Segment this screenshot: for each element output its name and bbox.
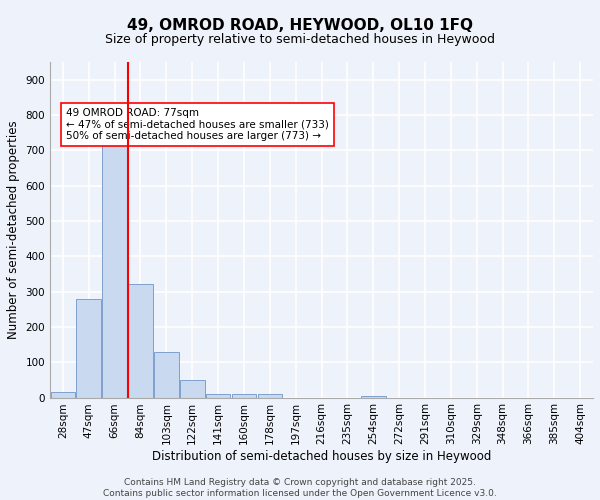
Bar	[232, 394, 256, 398]
Bar	[361, 396, 386, 398]
Bar	[76, 298, 101, 398]
Bar	[103, 143, 127, 398]
Bar	[257, 394, 282, 398]
Bar	[50, 392, 75, 398]
Bar	[154, 352, 179, 398]
Bar	[128, 284, 153, 398]
Bar	[206, 394, 230, 398]
Text: Contains HM Land Registry data © Crown copyright and database right 2025.
Contai: Contains HM Land Registry data © Crown c…	[103, 478, 497, 498]
Text: Size of property relative to semi-detached houses in Heywood: Size of property relative to semi-detach…	[105, 32, 495, 46]
X-axis label: Distribution of semi-detached houses by size in Heywood: Distribution of semi-detached houses by …	[152, 450, 491, 463]
Y-axis label: Number of semi-detached properties: Number of semi-detached properties	[7, 120, 20, 339]
Text: 49, OMROD ROAD, HEYWOOD, OL10 1FQ: 49, OMROD ROAD, HEYWOOD, OL10 1FQ	[127, 18, 473, 32]
Text: 49 OMROD ROAD: 77sqm
← 47% of semi-detached houses are smaller (733)
50% of semi: 49 OMROD ROAD: 77sqm ← 47% of semi-detac…	[66, 108, 329, 141]
Bar	[180, 380, 205, 398]
